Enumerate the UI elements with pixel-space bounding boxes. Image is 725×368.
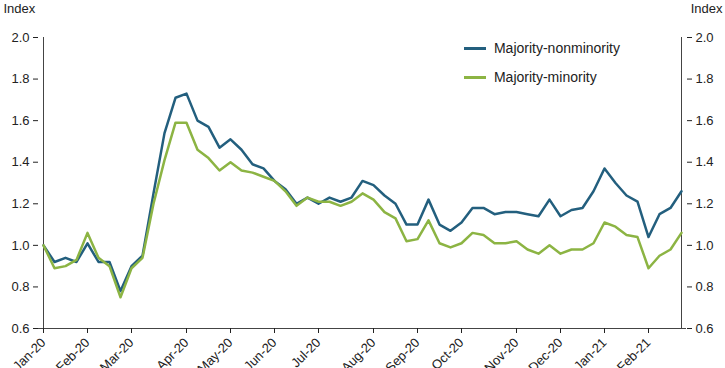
svg-text:1.6: 1.6 [11, 113, 29, 128]
svg-text:Index: Index [4, 1, 36, 16]
svg-text:2.0: 2.0 [11, 30, 29, 45]
svg-text:Jul-20: Jul-20 [288, 335, 324, 368]
svg-text:Apr-20: Apr-20 [153, 335, 191, 368]
svg-text:1.4: 1.4 [11, 154, 29, 169]
svg-text:Jun-20: Jun-20 [241, 335, 280, 368]
svg-text:0.6: 0.6 [11, 321, 29, 336]
svg-text:Index: Index [691, 1, 723, 16]
html-text:Majority-minority: Majority-minority [494, 69, 597, 85]
svg-text:Mar-20: Mar-20 [97, 335, 137, 368]
svg-text:2.0: 2.0 [696, 30, 714, 45]
html-text:Majority-nonminority: Majority-nonminority [494, 40, 620, 56]
svg-text:1.0: 1.0 [11, 238, 29, 253]
svg-text:0.8: 0.8 [696, 279, 714, 294]
svg-text:1.8: 1.8 [11, 71, 29, 86]
svg-text:Feb-21: Feb-21 [614, 335, 654, 368]
svg-text:1.0: 1.0 [696, 238, 714, 253]
svg-text:0.8: 0.8 [11, 279, 29, 294]
svg-text:May-20: May-20 [194, 335, 235, 368]
svg-text:1.2: 1.2 [696, 196, 714, 211]
svg-text:0.6: 0.6 [696, 321, 714, 336]
svg-text:Jan-20: Jan-20 [10, 335, 49, 368]
svg-text:Dec-20: Dec-20 [525, 335, 565, 368]
svg-text:Oct-20: Oct-20 [428, 335, 466, 368]
svg-text:Sep-20: Sep-20 [382, 335, 422, 368]
svg-text:Jan-21: Jan-21 [571, 335, 610, 368]
svg-text:1.4: 1.4 [696, 154, 714, 169]
svg-text:Nov-20: Nov-20 [481, 335, 521, 368]
svg-text:1.2: 1.2 [11, 196, 29, 211]
svg-text:1.8: 1.8 [696, 71, 714, 86]
svg-text:Aug-20: Aug-20 [338, 335, 378, 368]
svg-text:Feb-20: Feb-20 [53, 335, 93, 368]
svg-text:1.6: 1.6 [696, 113, 714, 128]
